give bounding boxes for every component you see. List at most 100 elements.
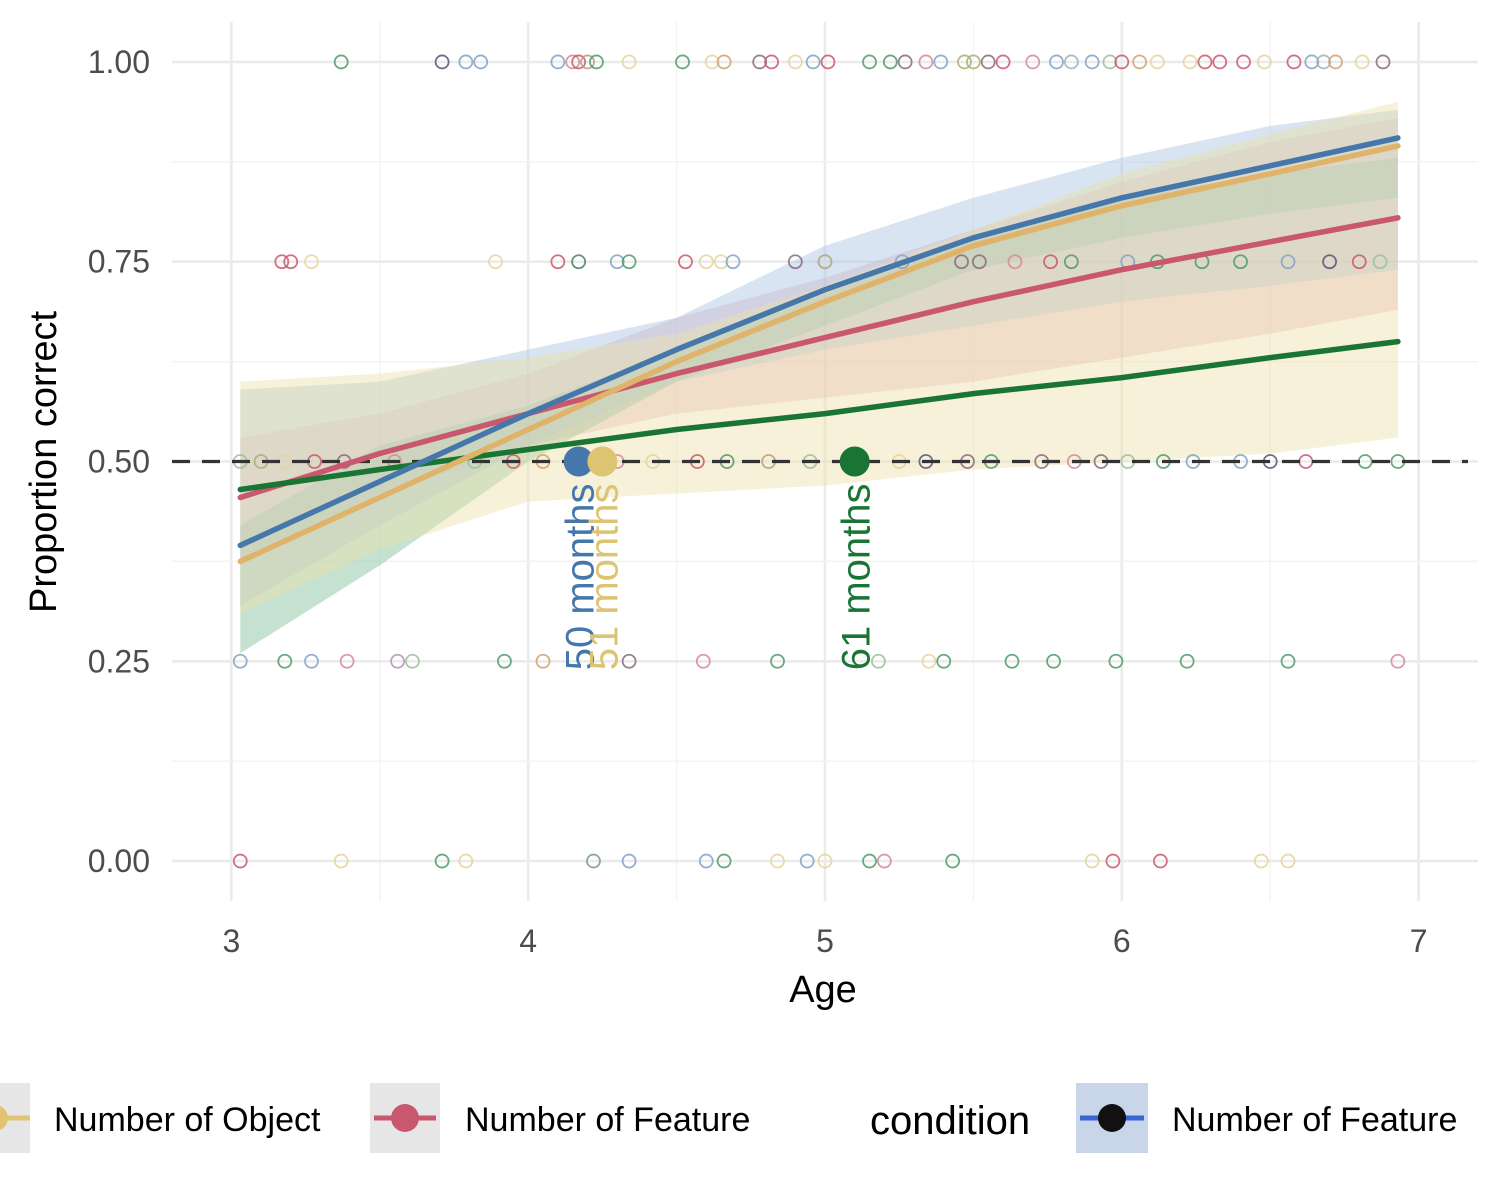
data-point: [1179, 653, 1195, 669]
legend-label-feature-black: Number of Feature: [1172, 1101, 1457, 1139]
data-point: [770, 853, 785, 869]
data-point: [333, 54, 349, 70]
data-point: [274, 254, 290, 270]
data-point: [405, 653, 420, 669]
data-point: [1354, 54, 1370, 70]
data-point: [434, 853, 450, 869]
fit-lines: [237, 135, 1401, 565]
x-tick-label: 7: [1410, 923, 1428, 959]
data-point: [1322, 254, 1337, 270]
data-point: [497, 653, 512, 669]
legend-label-feature-pink: Number of Feature: [465, 1101, 750, 1139]
legend: Number of Object Number of Feature condi…: [0, 1083, 1457, 1153]
fit-line-blue: [237, 135, 1401, 549]
threshold-marker-dot: [839, 446, 870, 477]
data-point: [945, 853, 961, 869]
x-tick-label: 6: [1113, 923, 1131, 959]
threshold-marker-label: 51 months: [582, 484, 626, 671]
data-point: [1286, 54, 1302, 70]
legend-key-dot-feature-black: [1098, 1104, 1126, 1132]
data-point: [1328, 54, 1343, 70]
data-point: [333, 853, 349, 869]
data-point: [571, 254, 587, 270]
data-point: [1084, 853, 1100, 869]
data-point: [1280, 653, 1296, 669]
data-point: [232, 853, 248, 869]
data-point: [787, 54, 803, 70]
legend-title: condition: [870, 1099, 1030, 1143]
data-point: [1150, 54, 1165, 70]
data-point: [304, 653, 319, 669]
threshold-marker-label: 61 months: [835, 484, 879, 671]
data-point: [817, 853, 833, 869]
data-point: [304, 254, 319, 270]
data-point: [1007, 254, 1023, 270]
data-point: [675, 54, 690, 70]
data-point: [1256, 54, 1272, 70]
data-point: [283, 254, 299, 270]
data-point: [621, 853, 637, 869]
data-point: [609, 254, 625, 270]
data-point: [713, 254, 729, 270]
legend-key-dot-object: [0, 1106, 8, 1130]
data-point: [1253, 853, 1269, 869]
data-point: [971, 254, 987, 270]
data-point: [1304, 54, 1320, 70]
data-point: [1233, 254, 1248, 270]
data-point: [1046, 653, 1061, 669]
data-point: [805, 54, 821, 70]
y-tick-label: 0.75: [88, 244, 150, 280]
data-point: [764, 54, 779, 70]
data-point: [936, 653, 952, 669]
data-point: [704, 54, 720, 70]
confidence-band-green: [240, 157, 1398, 654]
data-point: [1004, 653, 1020, 669]
x-tick-label: 5: [816, 923, 834, 959]
data-point: [565, 54, 581, 70]
data-point: [1108, 653, 1124, 669]
data-point: [571, 54, 587, 70]
x-tick-label: 4: [519, 923, 537, 959]
data-point: [698, 853, 714, 869]
data-point: [787, 254, 803, 270]
data-point: [1182, 54, 1198, 70]
legend-label-object: Number of Object: [54, 1101, 321, 1139]
data-point: [1063, 54, 1079, 70]
data-point: [820, 54, 836, 70]
data-point: [1049, 54, 1064, 70]
data-point: [817, 254, 833, 270]
data-point: [1153, 853, 1168, 869]
data-point: [770, 653, 785, 669]
confidence-band-tan: [240, 101, 1398, 614]
data-point: [752, 54, 768, 70]
data-point: [1105, 853, 1121, 869]
data-point: [725, 254, 741, 270]
data-point: [1084, 54, 1100, 70]
data-point: [933, 54, 949, 70]
threshold-marker-dot: [587, 446, 618, 477]
data-point: [458, 54, 474, 70]
data-point: [550, 254, 566, 270]
data-point: [1212, 54, 1228, 70]
data-point: [678, 254, 693, 270]
data-point: [1132, 54, 1148, 70]
data-point: [698, 254, 714, 270]
data-point: [621, 54, 637, 70]
data-point: [1063, 254, 1079, 270]
data-point: [695, 653, 711, 669]
y-tick-label: 0.25: [88, 643, 150, 679]
data-point: [862, 853, 877, 869]
tick-labels: 3 4 5 6 7 0.00 0.25 0.50 0.75 1.00: [88, 44, 1428, 959]
data-point: [921, 653, 937, 669]
data-point: [589, 54, 604, 70]
data-point: [871, 653, 886, 669]
data-point: [799, 853, 815, 869]
threshold-marker-label: 50 months: [559, 484, 603, 671]
data-point: [1025, 54, 1041, 70]
data-point: [862, 54, 877, 70]
data-point: [954, 254, 969, 270]
y-axis-title: Proportion correct: [23, 311, 65, 613]
data-point: [716, 54, 732, 70]
data-point: [488, 254, 503, 270]
